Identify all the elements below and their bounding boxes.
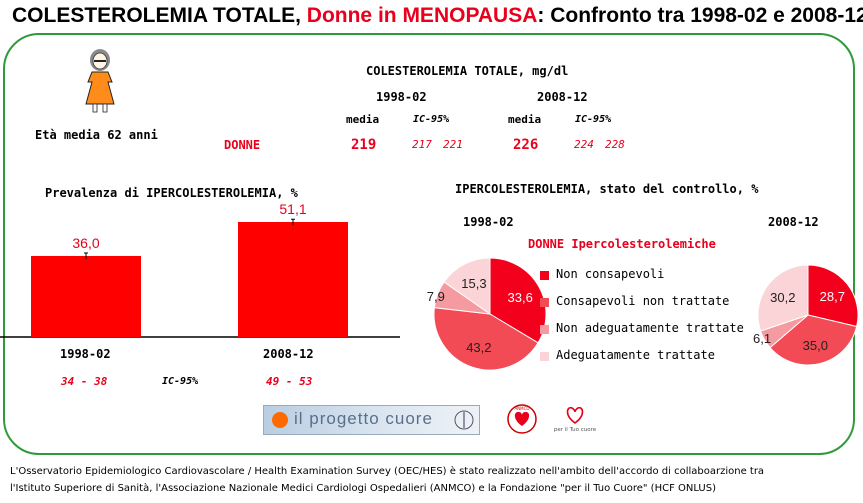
table-header: COLESTEROLEMIA TOTALE, mg/dl [366,64,569,78]
pie-slice-2008-1 [769,314,858,366]
title-part-1: COLESTEROLEMIA TOTALE, [12,4,307,27]
pie-value-label: 28,7 [820,289,845,304]
pie-slice-2008-0 [807,264,859,328]
pie-value-label: 33,6 [508,290,533,305]
age-label: Età media 62 anni [35,128,158,142]
ic-low-2008: 224 [574,138,594,151]
anmco-logo: ANMCO [507,404,537,434]
footer-line-2: l'Istituto Superiore di Sanità, l'Associ… [10,483,717,494]
period-1998: 1998-02 [376,90,427,104]
legend-label: Non consapevoli [556,267,665,281]
bar-chart-title: Prevalenza di IPERCOLESTEROLEMIA, % [45,186,298,200]
pie-period-left: 1998-02 [463,215,514,229]
pie-value-label: 7,9 [427,289,445,304]
page-title: COLESTEROLEMIA TOTALE, Donne in MENOPAUS… [12,4,863,28]
progetto-cuore-logo: il progetto cuore [263,405,480,435]
pie-period-right: 2008-12 [768,215,819,229]
legend-label: Non adeguatamente trattate [556,321,744,335]
col-ic-1: IC-95% [413,114,450,125]
legend-swatch [540,352,549,361]
bar-category-2008: 2008-12 [263,347,314,361]
legend-swatch [540,325,549,334]
legend-swatch [540,271,549,280]
anmco-text: ANMCO [514,406,529,411]
pie-value-label: 6,1 [753,331,771,346]
footer-line-1: L'Osservatorio Epidemiologico Cardiovasc… [10,466,765,477]
bar-ic-label: IC-95% [162,376,199,387]
legend-label: Consapevoli non trattate [556,294,730,308]
pie-panel-title: IPERCOLESTEROLEMIA, stato del controllo,… [455,182,759,196]
title-part-3: : Confronto tra 1998-02 e 2008-12 [537,4,863,27]
ic-high-2008: 228 [605,138,625,151]
footer-note: L'Osservatorio Epidemiologico Cardiovasc… [10,463,860,497]
pie-value-label: 30,2 [770,290,795,305]
caduceus-icon [454,410,474,430]
bar-value-label: 51,1 [279,201,306,217]
pie-value-label: 43,2 [466,340,491,355]
ic-high-1998: 221 [443,138,463,151]
bar-ci-1998: 34 - 38 [61,375,108,388]
bar-1998-02 [31,255,141,337]
pie-value-label: 35,0 [803,338,828,353]
pie-subtitle: DONNE Ipercolesterolemiche [528,237,716,251]
bar-category-1998: 1998-02 [60,347,111,361]
pie-slice-1998-1 [433,307,539,371]
bar-ci-2008: 49 - 53 [266,375,313,388]
per-il-tuo-cuore-logo: per il Tuo cuore [554,406,597,433]
col-media-2: media [508,113,542,126]
progetto-cuore-text: il progetto cuore [294,409,433,428]
col-ic-2: IC-95% [575,114,612,125]
ic-low-1998: 217 [412,138,432,151]
pie-slice-2008-3 [757,264,809,332]
col-media-1: media [346,113,380,126]
bar-value-label: 36,0 [72,235,99,251]
legend-swatch [540,298,549,307]
bar-2008-12 [238,222,348,337]
woman-icon [85,49,115,113]
pie-charts: 33,6 43,2 7,9 15,3 28,7 35,0 6,1 30,2 [427,257,859,371]
row-label-donne: DONNE [224,138,261,152]
pie-value-label: 15,3 [461,276,486,291]
bar-chart: 36,0 51,1 [0,201,400,338]
per-il-tuo-cuore-text: per il Tuo cuore [554,427,597,433]
pie-slice-1998-3 [443,257,491,315]
title-part-2: Donne in MENOPAUSA [306,4,538,27]
media-2008: 226 [513,137,539,153]
period-2008: 2008-12 [537,90,588,104]
legend-label: Adeguatamente trattate [556,348,715,362]
content-frame [3,33,855,455]
circle-logo-icon [272,412,288,428]
media-1998: 219 [351,137,377,153]
